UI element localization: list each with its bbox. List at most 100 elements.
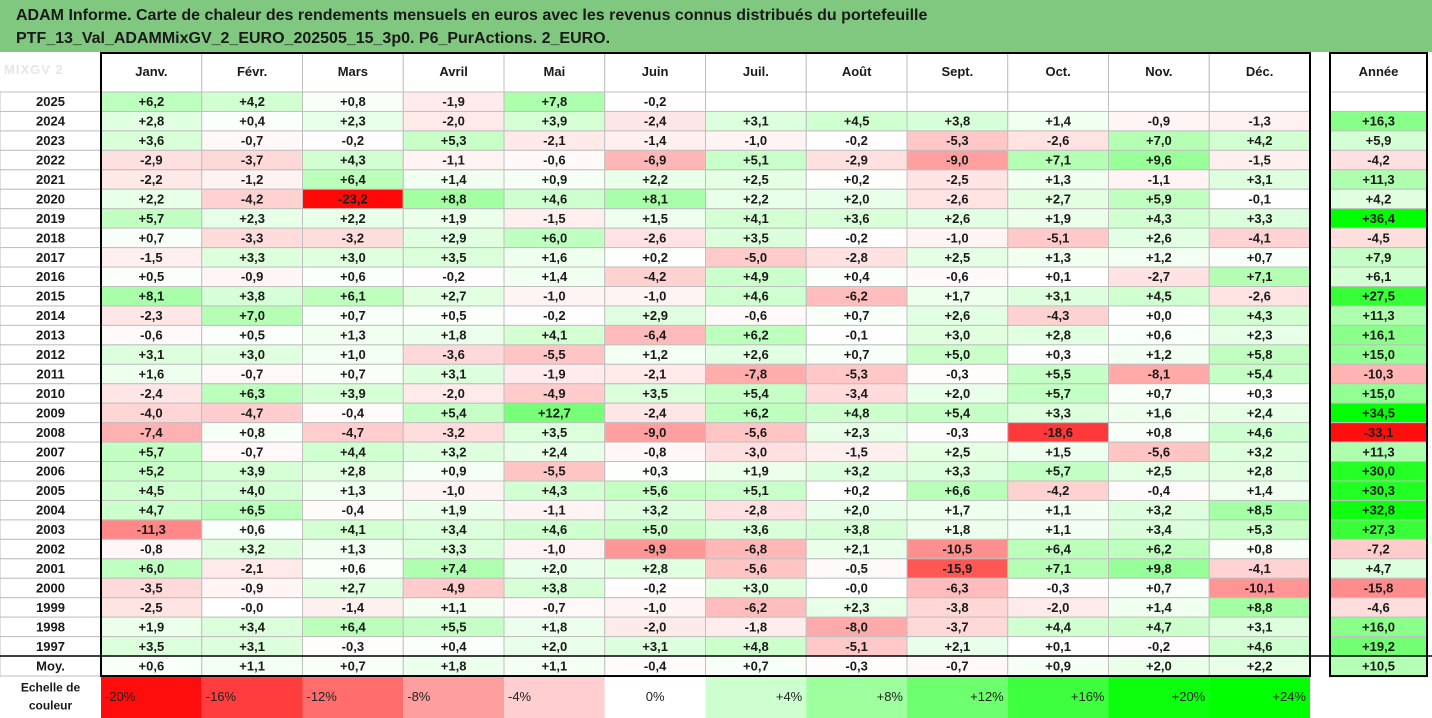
heatmap-cell-value: +2,2 (340, 211, 366, 226)
heatmap-cell-value: +1,9 (1045, 211, 1071, 226)
heatmap-cell-value: +2,8 (1045, 328, 1071, 343)
heatmap-cell-value: +4,6 (743, 289, 769, 304)
color-scale-swatch (705, 677, 807, 718)
heatmap-cell-value: +4,0 (239, 483, 265, 498)
year-label: 2009 (36, 405, 65, 420)
heatmap-cell-value: +0,2 (844, 483, 870, 498)
average-cell-value: -0,7 (946, 658, 968, 673)
heatmap-cell-value: -5,5 (543, 464, 565, 479)
heatmap-cell-value: -0,0 (241, 600, 263, 615)
heatmap-cell-value: +5,3 (441, 133, 467, 148)
heatmap-cell-value: -6,2 (845, 289, 867, 304)
year-total-value: -10,3 (1364, 366, 1394, 381)
average-cell-value: -0,3 (845, 658, 867, 673)
color-scale-stop-label: +4% (776, 689, 803, 704)
heatmap-cell-value: +3,0 (239, 347, 265, 362)
heatmap-cell-value: +3,2 (239, 542, 265, 557)
heatmap-cell-value: +3,8 (844, 522, 870, 537)
heatmap-cell-value: -0,1 (845, 328, 867, 343)
heatmap-cell-value: +2,8 (642, 561, 668, 576)
heatmap-cell-value: -1,5 (1248, 153, 1270, 168)
heatmap-cell-value: +3,9 (239, 464, 265, 479)
heatmap-cell-value: +1,3 (340, 542, 366, 557)
heatmap-cell-value: -6,8 (745, 542, 767, 557)
heatmap-cell-value: -1,0 (543, 289, 565, 304)
heatmap-cell-value: -0,9 (1148, 114, 1170, 129)
year-total-value: -4,6 (1367, 600, 1389, 615)
heatmap-cell-value: -2,1 (644, 366, 666, 381)
average-cell-value: +2,0 (1146, 658, 1172, 673)
color-scale-stop-label: +16% (1071, 689, 1105, 704)
color-scale-stop-label: -8% (407, 689, 431, 704)
heatmap-cell-value: +2,7 (340, 580, 366, 595)
heatmap-cell-value: +3,8 (239, 289, 265, 304)
heatmap-cell-value: -6,3 (946, 580, 968, 595)
color-scale-label-line-1: Echelle de (21, 681, 81, 695)
month-header-11: Nov. (1145, 64, 1172, 79)
heatmap-cell-value: -11,3 (137, 522, 166, 537)
heatmap-cell-value: +4,3 (340, 153, 366, 168)
heatmap-cell-value: +6,4 (1045, 542, 1071, 557)
year-total-value: +34,5 (1362, 405, 1395, 420)
month-header-7: Juil. (743, 64, 769, 79)
heatmap-cell-value: -5,1 (1047, 230, 1069, 245)
heatmap-cell-value: +1,3 (1045, 172, 1071, 187)
heatmap-cell-value: +3,6 (743, 522, 769, 537)
heatmap-cell-value: +0,3 (1247, 386, 1273, 401)
heatmap-cell-value: -2,6 (946, 191, 968, 206)
heatmap-cell-value: -2,4 (644, 114, 667, 129)
heatmap-cell-value: -2,7 (1148, 269, 1170, 284)
heatmap-cell-value: -1,9 (442, 94, 464, 109)
year-label: 2005 (36, 483, 65, 498)
heatmap-cell-value: +3,4 (239, 619, 265, 634)
heatmap-cell-value: +6,2 (743, 328, 769, 343)
year-total-value: -4,2 (1367, 153, 1389, 168)
heatmap-cell-value: -5,3 (845, 366, 867, 381)
year-label: 2016 (36, 269, 65, 284)
year-label: 2024 (36, 114, 66, 129)
year-total-value: -4,5 (1367, 230, 1389, 245)
heatmap-cell-value: +8,5 (1247, 503, 1273, 518)
heatmap-cell-value: +5,9 (1146, 191, 1172, 206)
heatmap-cell-value: +2,9 (441, 230, 467, 245)
heatmap-cell-value: +1,4 (441, 172, 467, 187)
heatmap-cell-value: +4,5 (139, 483, 165, 498)
heatmap-cell-value: +2,4 (542, 444, 568, 459)
heatmap-cell-value: +1,1 (1045, 522, 1071, 537)
heatmap-cell-value: +0,4 (441, 639, 467, 654)
heatmap-cell-value: -2,8 (845, 250, 867, 265)
heatmap-cell-value: +3,1 (1045, 289, 1071, 304)
year-total-cell (1329, 91, 1428, 112)
heatmap-cell-value: -0,0 (845, 580, 867, 595)
heatmap-cell-value: -0,1 (1248, 191, 1270, 206)
heatmap-cell-value: -0,6 (745, 308, 767, 323)
year-total-value: -33,1 (1364, 425, 1394, 440)
report-title-line-1: ADAM Informe. Carte de chaleur des rende… (16, 7, 928, 24)
heatmap-cell-value: -0,4 (342, 405, 365, 420)
total-grid-border (1329, 52, 1428, 678)
heatmap-cell-value: -5,6 (1148, 444, 1170, 459)
heatmap-cell-value: +0,4 (844, 269, 870, 284)
color-scale-swatch (1209, 677, 1310, 718)
average-label: Moy. (36, 658, 65, 673)
heatmap-cell-value: -3,6 (442, 347, 464, 362)
color-scale-swatch (403, 677, 504, 718)
heatmap-cell-value: +1,4 (1045, 114, 1071, 129)
color-scale-stop-label: +24% (1272, 689, 1306, 704)
heatmap-cell-value: -0,9 (241, 580, 263, 595)
heatmap-cell-value: +3,2 (441, 444, 467, 459)
heatmap-cell-value: -0,4 (342, 503, 365, 518)
heatmap-cell-value: -0,2 (543, 308, 565, 323)
heatmap-cell-value: +5,4 (441, 405, 467, 420)
heatmap-cell-value: +7,1 (1045, 561, 1071, 576)
heatmap-cell-value: -2,4 (140, 386, 163, 401)
heatmap-cell-value: -0,2 (644, 94, 666, 109)
heatmap-cell-value: -4,0 (140, 405, 162, 420)
month-header-2: Févr. (237, 64, 267, 79)
heatmap-cell-value: -0,5 (845, 561, 867, 576)
year-total-value: +16,3 (1362, 114, 1395, 129)
heatmap-cell-value: +4,5 (1146, 289, 1172, 304)
heatmap-cell-value: -15,9 (943, 561, 973, 576)
heatmap-cell-value: -3,7 (946, 619, 968, 634)
heatmap-cell-value: +0,7 (844, 308, 870, 323)
